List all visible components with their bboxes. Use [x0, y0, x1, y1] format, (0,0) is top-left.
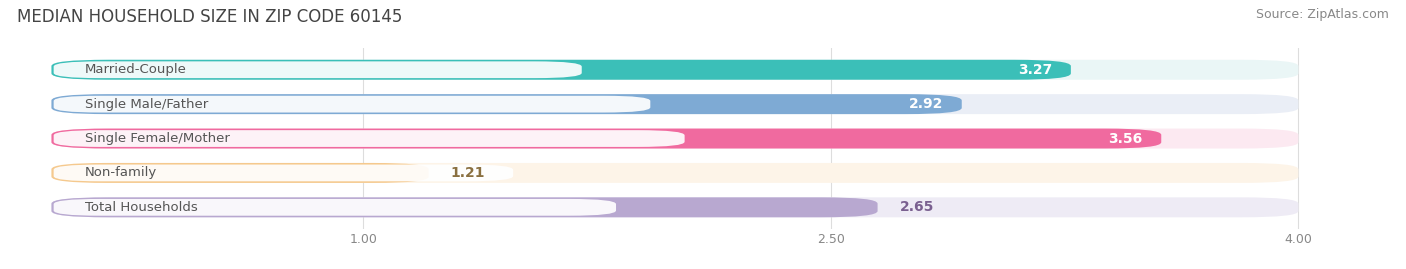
Text: 2.92: 2.92 [908, 97, 943, 111]
FancyBboxPatch shape [52, 94, 1298, 114]
Text: 3.56: 3.56 [1108, 132, 1143, 146]
FancyBboxPatch shape [52, 129, 1161, 148]
FancyBboxPatch shape [52, 129, 1298, 148]
Text: MEDIAN HOUSEHOLD SIZE IN ZIP CODE 60145: MEDIAN HOUSEHOLD SIZE IN ZIP CODE 60145 [17, 8, 402, 26]
Text: 2.65: 2.65 [900, 200, 934, 214]
FancyBboxPatch shape [53, 199, 616, 216]
FancyBboxPatch shape [53, 61, 582, 78]
FancyBboxPatch shape [52, 94, 962, 114]
FancyBboxPatch shape [52, 197, 877, 217]
Text: Total Households: Total Households [84, 201, 197, 214]
FancyBboxPatch shape [52, 60, 1071, 80]
Text: Single Male/Father: Single Male/Father [84, 98, 208, 111]
Text: 1.21: 1.21 [450, 166, 485, 180]
Text: Married-Couple: Married-Couple [84, 63, 187, 76]
Text: Non-family: Non-family [84, 167, 156, 179]
FancyBboxPatch shape [52, 197, 1298, 217]
FancyBboxPatch shape [52, 163, 429, 183]
FancyBboxPatch shape [53, 130, 685, 147]
FancyBboxPatch shape [53, 96, 651, 112]
Text: Single Female/Mother: Single Female/Mother [84, 132, 229, 145]
FancyBboxPatch shape [52, 163, 1298, 183]
FancyBboxPatch shape [53, 165, 513, 181]
Text: 3.27: 3.27 [1018, 63, 1052, 77]
FancyBboxPatch shape [52, 60, 1298, 80]
Text: Source: ZipAtlas.com: Source: ZipAtlas.com [1256, 8, 1389, 21]
